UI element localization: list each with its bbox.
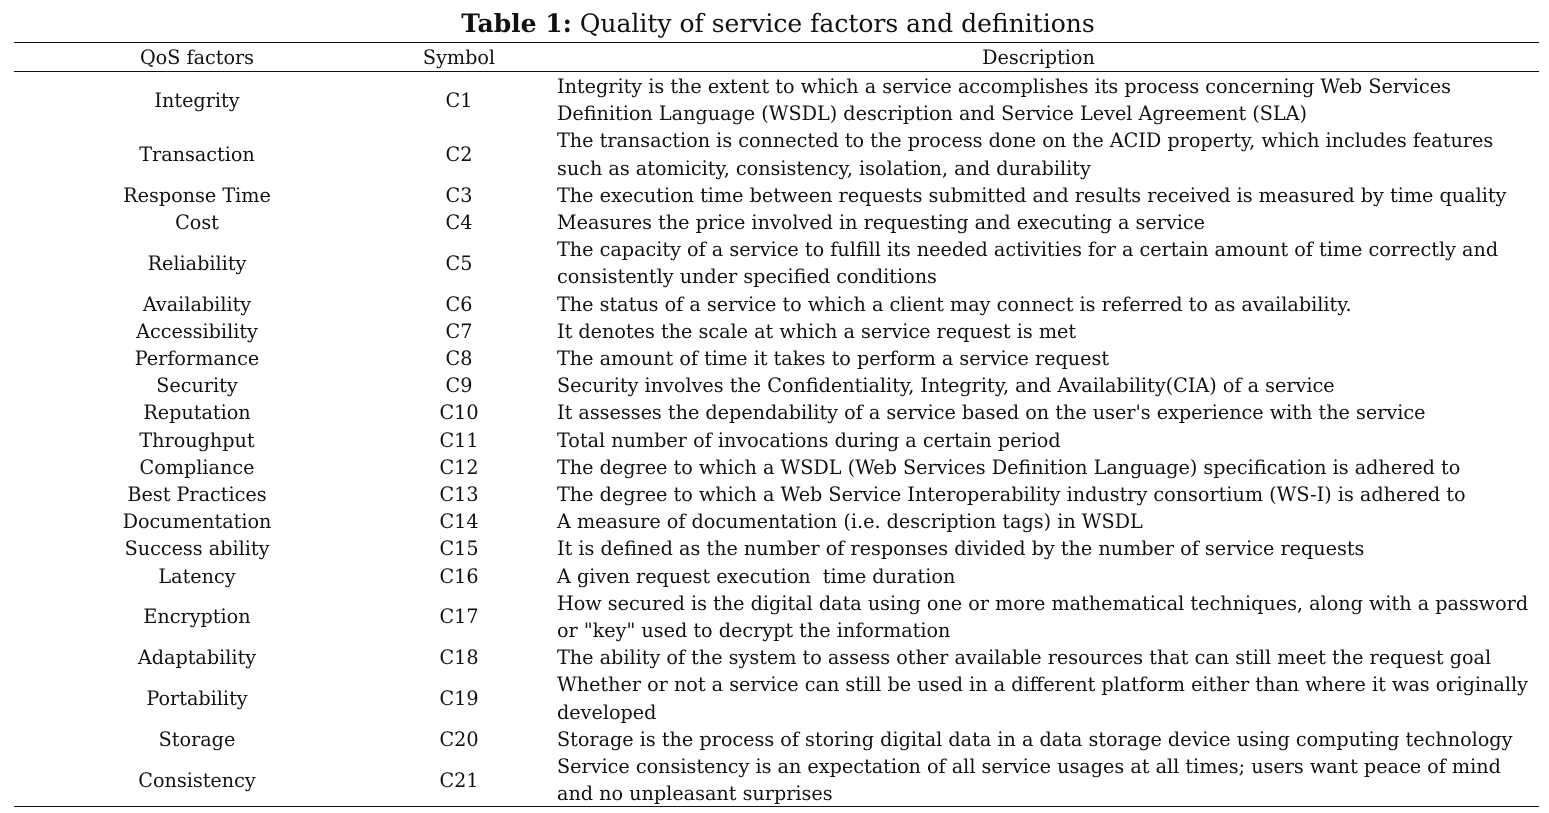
factor-cell: Availability: [142, 292, 252, 316]
description-cell: The capacity of a service to fulfill its…: [557, 238, 1499, 289]
header-qos-factors: QoS factors: [139, 46, 255, 69]
table-row: Reputation C10 It assesses the dependabi…: [14, 399, 1539, 426]
table-bottom-rule: [14, 806, 1539, 807]
symbol-cell: C5: [445, 251, 473, 275]
table-row: Security C9 Security involves the Confid…: [14, 372, 1539, 399]
symbol-cell: C6: [445, 292, 473, 316]
factor-cell: Storage: [158, 727, 236, 751]
factor-cell: Throughput: [139, 428, 255, 452]
symbol-cell: C9: [445, 374, 473, 398]
factor-cell: Reliability: [147, 251, 247, 275]
symbol-cell: C20: [439, 727, 479, 751]
symbol-cell: C2: [445, 143, 473, 166]
symbol-cell: C1: [445, 88, 473, 112]
symbol-cell: C12: [439, 455, 479, 479]
factor-cell: Accessibility: [136, 319, 258, 343]
table-row: Reliability C5 The capacity of a service…: [14, 236, 1539, 290]
factor-cell: Performance: [134, 347, 260, 371]
symbol-cell: C18: [439, 646, 479, 670]
caption-label: Table 1:: [461, 9, 572, 38]
factor-cell: Compliance: [139, 455, 255, 479]
description-cell: How secured is the digital data using on…: [557, 591, 1529, 643]
factor-cell: Cost: [175, 211, 219, 235]
description-cell: Measures the price involved in requestin…: [557, 211, 1205, 235]
table-row: Adaptability C18 The ability of the syst…: [14, 644, 1539, 671]
table-row: Performance C8 The amount of time it tak…: [14, 345, 1539, 372]
factor-cell: Documentation: [122, 510, 272, 534]
table-row: Success ability C15 It is defined as the…: [14, 535, 1539, 562]
description-cell: It denotes the scale at which a service …: [557, 319, 1077, 343]
symbol-cell: C7: [445, 319, 473, 343]
header-symbol: Symbol: [422, 46, 496, 69]
table-top-rule: [14, 42, 1539, 43]
factor-cell: Response Time: [123, 183, 271, 207]
factor-cell: Best Practices: [127, 483, 267, 507]
factor-cell: Reputation: [143, 401, 251, 425]
symbol-cell: C11: [439, 428, 479, 452]
description-cell: The degree to which a WSDL (Web Services…: [557, 455, 1461, 479]
description-cell: Total number of invocations during a cer…: [557, 428, 1061, 452]
table-caption: Table 1: Quality of service factors and …: [0, 8, 1549, 40]
symbol-cell: C15: [439, 537, 479, 561]
table-row: Throughput C11 Total number of invocatio…: [14, 427, 1539, 454]
symbol-cell: C8: [445, 347, 473, 371]
table-row: Documentation C14 A measure of documenta…: [14, 508, 1539, 535]
factor-cell: Success ability: [124, 537, 270, 561]
symbol-cell: C14: [439, 510, 479, 534]
caption-text: Quality of service factors and definitio…: [579, 9, 1095, 38]
table-row: Integrity C1 Integrity is the extent to …: [14, 70, 1539, 127]
description-cell: Storage is the process of storing digita…: [557, 727, 1513, 751]
factor-cell: Latency: [158, 564, 236, 588]
table-row: Transaction C2 The transaction is connec…: [14, 127, 1539, 181]
symbol-cell: C13: [439, 483, 479, 507]
description-cell: It assesses the dependability of a servi…: [557, 401, 1426, 425]
symbol-cell: C21: [439, 768, 479, 792]
description-cell: A measure of documentation (i.e. descrip…: [557, 510, 1143, 534]
table-row: Best Practices C13 The degree to which a…: [14, 481, 1539, 508]
description-cell: The ability of the system to assess othe…: [557, 646, 1492, 670]
description-cell: A given request execution time duration: [557, 564, 956, 588]
table-row: Accessibility C7 It denotes the scale at…: [14, 318, 1539, 345]
symbol-cell: C19: [439, 687, 479, 711]
table-row: Latency C16 A given request execution ti…: [14, 563, 1539, 590]
description-cell: Service consistency is an expectation of…: [557, 755, 1501, 806]
table-row: Response Time C3 The execution time betw…: [14, 182, 1539, 209]
symbol-cell: C3: [445, 183, 473, 207]
symbol-cell: C10: [439, 401, 479, 425]
description-cell: The status of a service to which a clien…: [557, 292, 1352, 316]
table-row: Availability C6 The status of a service …: [14, 291, 1539, 318]
qos-factors-table: QoS factors Symbol Description Integrity…: [14, 45, 1539, 807]
factor-cell: Portability: [146, 687, 248, 711]
symbol-cell: C17: [439, 605, 479, 629]
description-cell: The degree to which a Web Service Intero…: [557, 483, 1466, 507]
description-cell: The execution time between requests subm…: [557, 183, 1507, 207]
factor-cell: Consistency: [138, 768, 256, 792]
factor-cell: Transaction: [139, 143, 255, 166]
header-description: Description: [982, 46, 1095, 69]
table-row: Consistency C21 Service consistency is a…: [14, 753, 1539, 807]
table-row: Compliance C12 The degree to which a WSD…: [14, 454, 1539, 481]
symbol-cell: C4: [445, 211, 473, 235]
factor-cell: Integrity: [154, 88, 240, 112]
table-row: Storage C20 Storage is the process of st…: [14, 726, 1539, 753]
description-cell: The amount of time it takes to perform a…: [557, 347, 1110, 371]
factor-cell: Encryption: [143, 605, 251, 629]
table-row: Encryption C17 How secured is the digita…: [14, 590, 1539, 644]
description-cell: Whether or not a service can still be us…: [557, 673, 1528, 724]
symbol-cell: C16: [439, 564, 479, 588]
description-cell: Integrity is the extent to which a servi…: [557, 75, 1451, 126]
description-cell: The transaction is connected to the proc…: [557, 129, 1494, 180]
table-row: Cost C4 Measures the price involved in r…: [14, 209, 1539, 236]
table-row: Portability C19 Whether or not a service…: [14, 671, 1539, 725]
description-cell: Security involves the Confidentiality, I…: [557, 374, 1335, 398]
factor-cell: Security: [156, 374, 238, 398]
table-header-rule: [14, 71, 1539, 72]
description-cell: It is defined as the number of responses…: [557, 537, 1365, 561]
factor-cell: Adaptability: [137, 646, 257, 670]
table-header-row: QoS factors Symbol Description: [14, 45, 1539, 70]
